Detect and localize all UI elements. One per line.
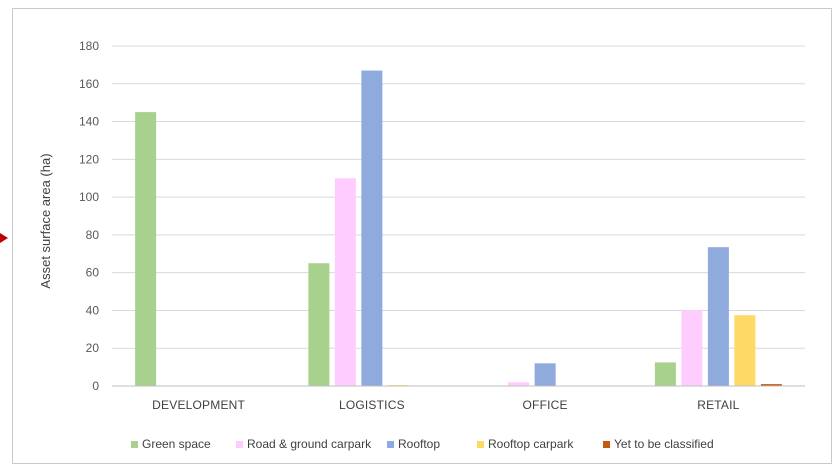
- y-tick-label: 120: [79, 152, 99, 166]
- x-category-label: LOGISTICS: [339, 398, 405, 412]
- y-tick-label: 80: [86, 228, 100, 242]
- x-category-label: RETAIL: [697, 398, 739, 412]
- legend-swatch: [236, 441, 243, 448]
- legend-swatch: [131, 441, 138, 448]
- legend-label: Rooftop: [398, 437, 440, 451]
- y-tick-label: 100: [79, 190, 99, 204]
- y-tick-label: 140: [79, 115, 99, 129]
- legend: Green space Road & ground carpark Rooftop R…: [131, 437, 714, 451]
- bar-logistics-rooftop: [361, 70, 383, 387]
- legend-label: Road & ground carpark: [247, 437, 372, 451]
- bar-office-road-ground-carpark: [508, 382, 530, 386]
- y-tick-label: 60: [86, 266, 100, 280]
- x-category-label: DEVELOPMENT: [152, 398, 245, 412]
- y-tick-label: 180: [79, 39, 99, 53]
- legend-swatch: [603, 441, 610, 448]
- legend-label: Green space: [142, 437, 211, 451]
- y-axis-ticks: 0 20 40 60 80 100 120 140 160 180: [79, 39, 99, 393]
- bar-retail-green-space: [654, 362, 676, 386]
- bar-retail-rooftop: [707, 247, 729, 386]
- y-axis-label: Asset surface area (ha): [38, 153, 53, 288]
- bar-retail-yet-to-be-classified: [760, 384, 782, 386]
- bar-retail-rooftop-carpark: [734, 315, 756, 386]
- bars: [135, 70, 782, 387]
- legend-swatch: [477, 441, 484, 448]
- x-axis-categories: DEVELOPMENT LOGISTICS OFFICE RETAIL: [152, 398, 739, 412]
- y-tick-label: 20: [86, 341, 100, 355]
- red-arrow-marker-icon: [0, 233, 8, 243]
- x-category-label: OFFICE: [523, 398, 568, 412]
- bar-office-rooftop: [534, 363, 556, 386]
- legend-label: Yet to be classified: [614, 437, 714, 451]
- bar-development-green-space: [135, 112, 157, 386]
- legend-swatch: [387, 441, 394, 448]
- legend-label: Rooftop carpark: [488, 437, 574, 451]
- y-tick-label: 0: [92, 379, 99, 393]
- bar-logistics-road-ground-carpark: [334, 178, 356, 386]
- y-tick-label: 160: [79, 77, 99, 91]
- gridlines: [112, 45, 805, 349]
- bar-logistics-green-space: [308, 263, 330, 386]
- bar-retail-road-ground-carpark: [681, 310, 703, 386]
- y-tick-label: 40: [86, 303, 100, 317]
